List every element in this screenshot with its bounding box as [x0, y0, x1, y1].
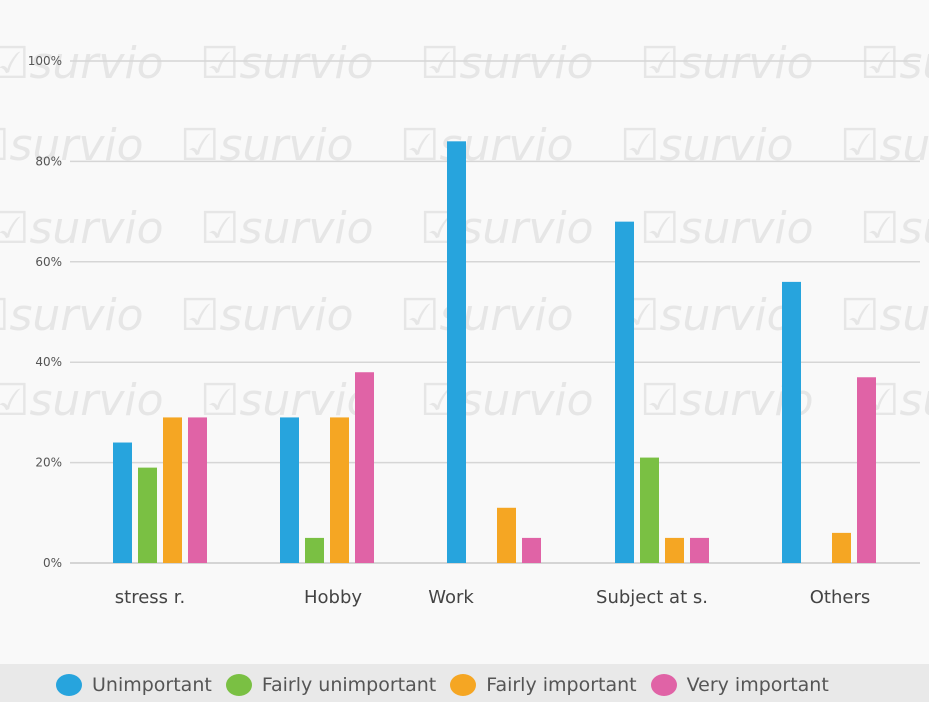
legend-label-fairly-important: Fairly important	[486, 674, 637, 696]
legend-item-fairly-unimportant[interactable]: Fairly unimportant	[225, 674, 437, 696]
watermark-text: ☑survio	[0, 120, 144, 171]
bar-fairly-unimportant-subject-at-s	[640, 457, 659, 563]
x-tick-label: Subject at s.	[596, 587, 708, 608]
bar-very-important-others	[857, 377, 876, 563]
watermark-text: ☑survio	[840, 120, 929, 171]
watermark-text: ☑survio	[180, 120, 354, 171]
bar-very-important-stress-r	[188, 417, 207, 563]
watermark-text: ☑survio	[0, 375, 164, 426]
watermark-text: ☑survio	[420, 38, 594, 89]
y-tick-label: 80%	[35, 154, 62, 168]
watermark-text: ☑survio	[200, 203, 374, 254]
bar-unimportant-subject-at-s	[615, 221, 634, 563]
watermark-text: ☑survio	[200, 38, 374, 89]
watermark: ☑survio ☑survio ☑survio ☑survio ☑survio ☑surv…	[0, 38, 929, 426]
legend-swatch-fairly-important	[450, 674, 477, 696]
watermark-text: ☑survio	[400, 120, 574, 171]
watermark-text: ☑survio	[640, 203, 814, 254]
watermark-text: ☑survio	[0, 203, 164, 254]
watermark-text: ☑survio	[640, 38, 814, 89]
watermark-text: ☑survio	[420, 375, 594, 426]
bar-unimportant-stress-r	[113, 442, 132, 563]
bar-fairly-important-subject-at-s	[665, 537, 684, 563]
bar-fairly-important-others	[832, 532, 851, 563]
watermark-text: ☑survio	[860, 203, 929, 254]
legend-label-fairly-unimportant: Fairly unimportant	[261, 674, 437, 696]
bar-fairly-important-work	[497, 507, 516, 563]
legend-item-very-important[interactable]: Very important	[650, 674, 829, 696]
watermark-text: ☑survio	[0, 290, 144, 341]
x-tick-label: Others	[810, 587, 871, 608]
x-tick-label: Work	[428, 587, 474, 608]
bar-fairly-important-hobby	[330, 417, 349, 563]
legend-swatch-unimportant	[56, 674, 82, 696]
y-tick-label: 20%	[35, 456, 62, 470]
bar-fairly-unimportant-hobby	[305, 537, 324, 563]
watermark-text: ☑survio	[0, 38, 164, 89]
watermark-text: ☑survio	[840, 290, 929, 341]
bar-fairly-unimportant-stress-r	[138, 467, 157, 563]
x-tick-label: Hobby	[304, 587, 362, 608]
y-tick-label: 0%	[43, 556, 62, 570]
legend-item-fairly-important[interactable]: Fairly important	[450, 674, 637, 696]
bar-unimportant-work	[447, 141, 466, 563]
watermark-text: ☑survio	[400, 290, 574, 341]
bar-unimportant-hobby	[280, 417, 299, 563]
axis-labels: 0% 20% 40% 60% 80% 100% stress r. Hobby Work Subj…	[28, 54, 871, 608]
bar-very-important-hobby	[355, 372, 374, 563]
y-tick-label: 100%	[28, 54, 62, 68]
gridlines	[70, 60, 920, 564]
legend-label-unimportant: Unimportant	[92, 674, 212, 696]
legend-swatch-fairly-unimportant	[225, 674, 252, 696]
bar-unimportant-others	[782, 281, 801, 563]
watermark-text: ☑survio	[620, 120, 794, 171]
watermark-text: ☑survio	[860, 38, 929, 89]
watermark-text: ☑survio	[420, 203, 594, 254]
bar-very-important-work	[522, 537, 541, 563]
bars	[113, 141, 876, 563]
legend: Unimportant Fairly unimportant Fairly im…	[56, 674, 829, 696]
legend-label-very-important: Very important	[686, 674, 829, 696]
legend-swatch-very-important	[650, 674, 677, 696]
y-tick-label: 40%	[35, 355, 62, 369]
bar-fairly-important-stress-r	[163, 417, 182, 563]
x-tick-label: stress r.	[115, 587, 185, 608]
bar-very-important-subject-at-s	[690, 537, 709, 563]
watermark-text: ☑survio	[180, 290, 354, 341]
watermark-text: ☑survio	[620, 290, 794, 341]
y-tick-label: 60%	[35, 255, 62, 269]
legend-item-unimportant[interactable]: Unimportant	[56, 674, 212, 696]
